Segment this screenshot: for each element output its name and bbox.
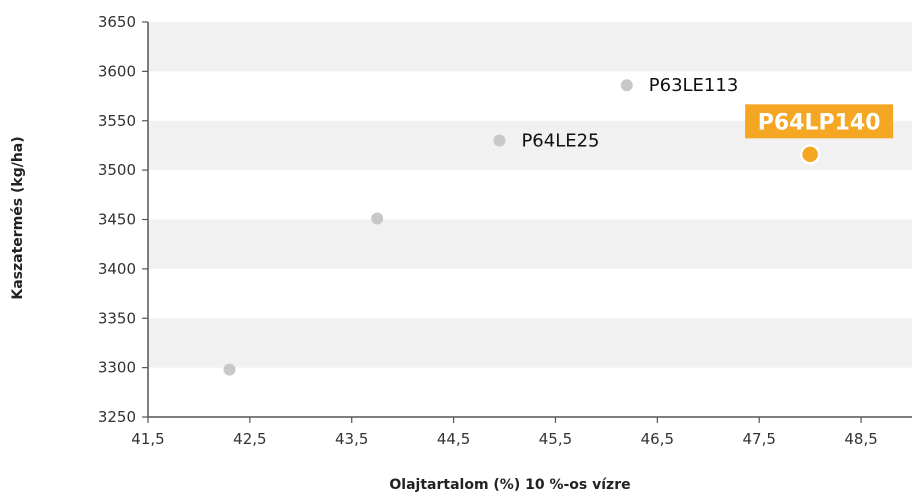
x-tick-label: 48,5 <box>844 430 877 448</box>
y-tick-label: 3400 <box>98 260 136 278</box>
highlight-label-box <box>745 104 894 139</box>
data-point-label: P64LE25 <box>521 131 599 152</box>
x-tick-label: 47,5 <box>742 430 775 448</box>
x-tick-label: 41,5 <box>131 430 164 448</box>
x-tick-label: 42,5 <box>233 430 266 448</box>
data-point <box>493 134 506 147</box>
background-bands <box>148 22 912 368</box>
x-tick-label: 44,5 <box>437 430 470 448</box>
grid-band <box>148 318 912 368</box>
data-point-label: P63LE113 <box>649 75 739 96</box>
y-tick-label: 3650 <box>98 13 136 31</box>
x-axis-title: Olajtartalom (%) 10 %-os vízre <box>389 477 630 493</box>
y-tick-label: 3600 <box>98 62 136 80</box>
y-tick-label: 3550 <box>98 112 136 130</box>
y-tick-labels: 3250 3300 3350 3400 3450 3500 3550 3600 3650 <box>98 13 136 426</box>
x-tick-label: 45,5 <box>539 430 572 448</box>
x-tick-label: 46,5 <box>641 430 674 448</box>
y-tick-label: 3450 <box>98 211 136 229</box>
data-point <box>620 79 633 92</box>
y-tick-label: 3300 <box>98 359 136 377</box>
y-axis-title: Kaszatermés (kg/ha) <box>10 136 26 299</box>
y-tick-label: 3250 <box>98 408 136 426</box>
x-tick-labels: 41,5 42,5 43,5 44,5 45,5 46,5 47,5 48,5 <box>131 430 877 448</box>
data-points: P64LE25 P63LE113 P64LP140 <box>223 75 894 376</box>
y-tick-label: 3500 <box>98 161 136 179</box>
grid-band <box>148 22 912 72</box>
data-point-highlight <box>799 144 821 165</box>
axes <box>142 21 912 423</box>
x-tick-label: 43,5 <box>335 430 368 448</box>
data-point <box>371 212 384 225</box>
data-point <box>223 363 236 376</box>
highlight-point-label: P64LP140 <box>758 110 881 135</box>
y-tick-label: 3350 <box>98 309 136 327</box>
grid-band <box>148 219 912 269</box>
